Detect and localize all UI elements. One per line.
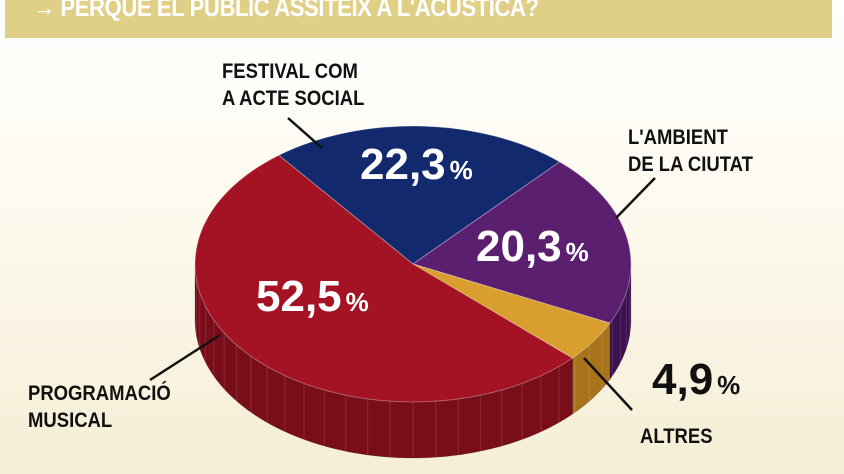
pie-slice-altres — [412, 263, 611, 359]
chart-title-bar: → PERQUÈ EL PÚBLIC ASSITEIX A L'ACÚSTICA… — [5, 0, 832, 38]
label-programacio: PROGRAMACIÓ MUSICAL — [28, 382, 171, 432]
leader-lines — [149, 117, 656, 411]
label-ambient: L'AMBIENT DE LA CIUTAT — [628, 126, 753, 176]
leader-line-ambient — [615, 177, 656, 219]
value-altres: 4,9% — [652, 355, 741, 404]
leader-line-programacio — [149, 333, 221, 382]
pie-slice-programaci-musical — [194, 154, 574, 403]
label-festival: FESTIVAL COM A ACTE SOCIAL — [222, 60, 365, 110]
value-ambient: 20,3% — [476, 222, 589, 271]
value-programacio: 52,5% — [256, 272, 369, 321]
chart-title: → PERQUÈ EL PÚBLIC ASSITEIX A L'ACÚSTICA… — [33, 0, 539, 22]
pie-slice-festival-com-a-acte-social — [277, 125, 561, 265]
value-festival: 22,3% — [360, 140, 473, 189]
label-altres: ALTRES — [640, 425, 713, 448]
leader-line-festival — [287, 117, 323, 149]
pie-slice-l-ambient-de-la-ciutat — [411, 161, 632, 324]
leader-line-altres — [583, 357, 633, 411]
